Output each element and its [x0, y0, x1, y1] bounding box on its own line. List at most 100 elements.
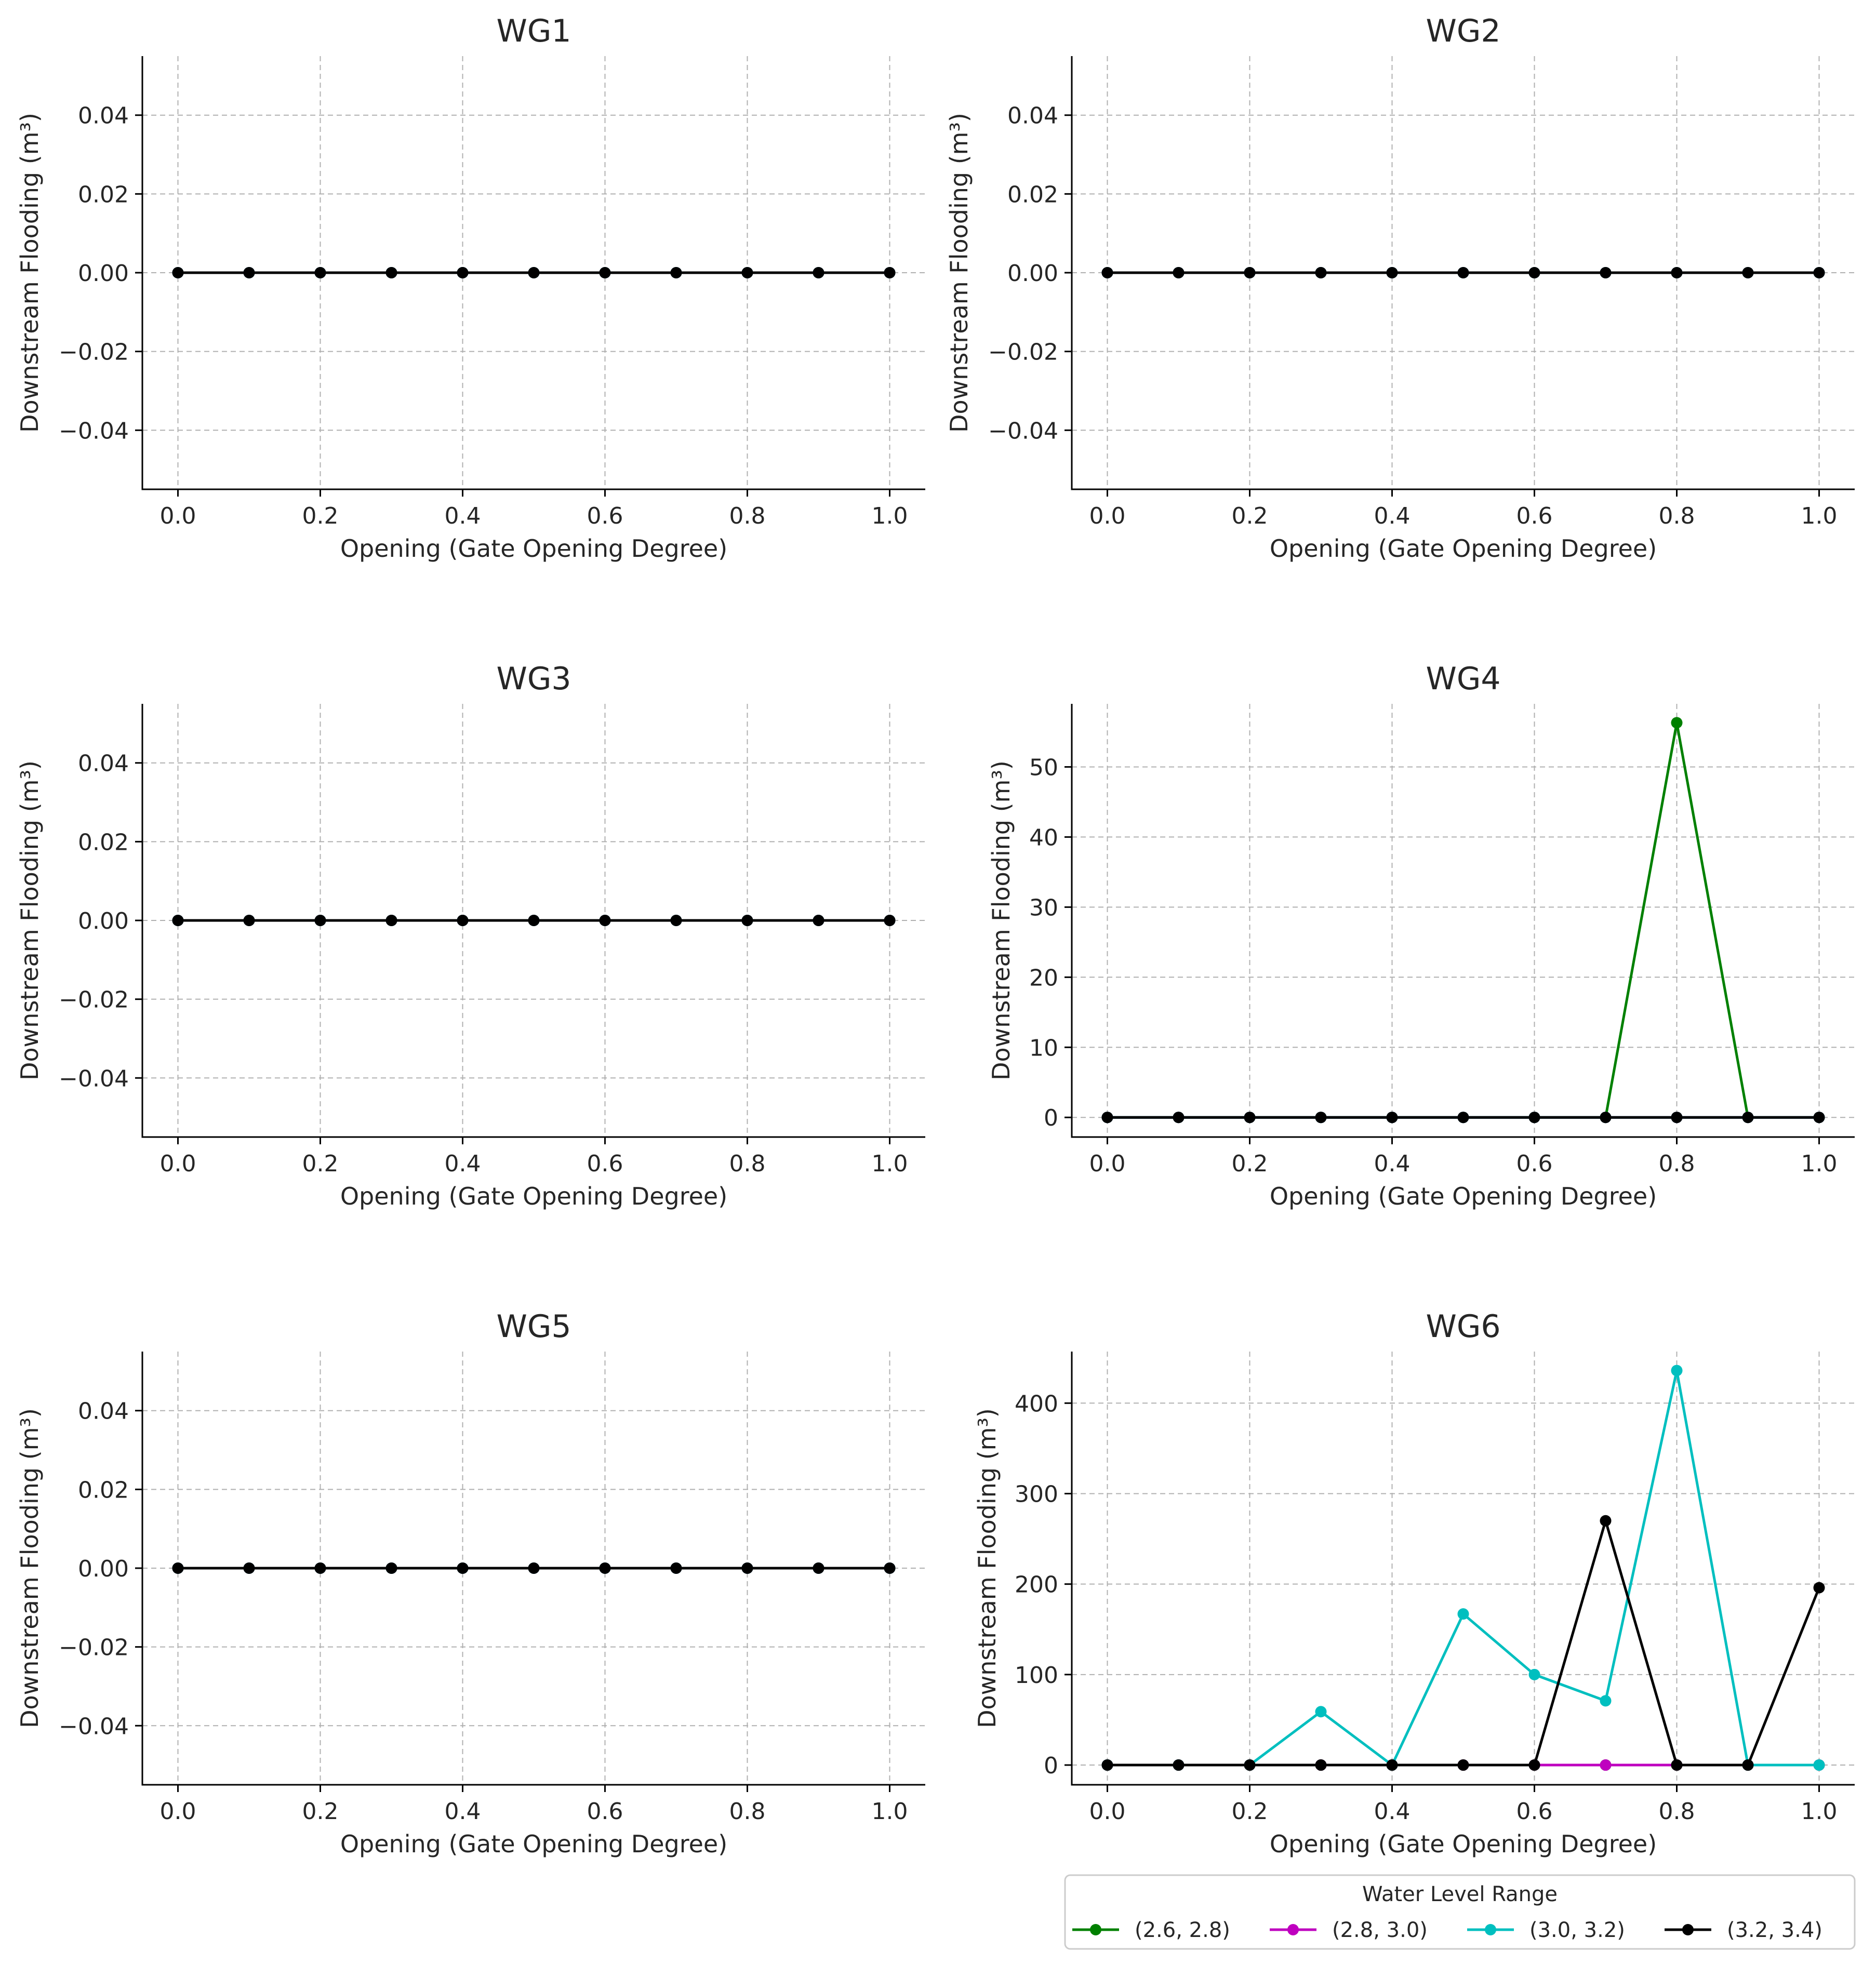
- x-tick-label: 0.0: [160, 1151, 196, 1177]
- y-tick-label: 50: [1029, 754, 1058, 781]
- data-point: [1671, 267, 1683, 278]
- data-point: [314, 915, 326, 926]
- x-tick-label: 0.8: [1659, 1151, 1695, 1177]
- data-point: [1386, 267, 1398, 278]
- data-point: [1671, 1112, 1683, 1124]
- x-tick-label: 1.0: [1801, 1151, 1838, 1177]
- data-point: [457, 267, 469, 278]
- data-point: [1671, 1759, 1683, 1771]
- y-tick-label: 0.00: [1007, 260, 1058, 287]
- x-tick-label: 0.2: [302, 1151, 339, 1177]
- x-tick-label: 0.4: [445, 1151, 481, 1177]
- data-point: [1315, 267, 1327, 278]
- data-point: [1600, 1759, 1612, 1771]
- data-point: [1457, 1759, 1469, 1771]
- data-point: [385, 915, 397, 926]
- y-axis-label: Downstream Flooding (m³): [16, 760, 44, 1080]
- data-point: [1101, 1759, 1113, 1771]
- chart-title: WG6: [1426, 1308, 1501, 1345]
- data-point: [1101, 267, 1113, 278]
- data-point: [385, 1562, 397, 1574]
- series-line: [1107, 1519, 1820, 1767]
- data-point: [813, 915, 824, 926]
- y-tick-label: 40: [1029, 824, 1058, 851]
- data-point: [1600, 267, 1612, 278]
- data-point: [1528, 1668, 1540, 1680]
- y-tick-label: 0.00: [78, 908, 129, 934]
- x-tick-label: 0.6: [1516, 503, 1553, 529]
- data-point: [1600, 1112, 1612, 1124]
- y-axis-label: Downstream Flooding (m³): [16, 113, 44, 433]
- data-point: [1813, 1759, 1825, 1771]
- legend-label: (2.6, 2.8): [1135, 1918, 1230, 1942]
- x-tick-label: 0.2: [1232, 1151, 1268, 1177]
- data-point: [172, 1562, 184, 1574]
- legend-entry: (2.8, 3.0): [1270, 1918, 1428, 1942]
- x-tick-label: 1.0: [872, 503, 908, 529]
- data-point: [1244, 1112, 1256, 1124]
- x-tick-label: 0.6: [1516, 1151, 1553, 1177]
- y-tick-label: 30: [1029, 894, 1058, 921]
- axes-spines: [141, 56, 925, 490]
- series-line: [1107, 1369, 1819, 1767]
- panel-wg2: 0.0 0.2 0.4 0.6 0.8 1.0 −0.04 −0.02 0.00 0.02 0.04…: [945, 13, 1855, 563]
- y-axis-label: Downstream Flooding (m³): [973, 1408, 1001, 1728]
- y-tick-label: 0.00: [78, 1556, 129, 1582]
- data-point: [1244, 1759, 1256, 1771]
- panel-wg1: 0.0 0.2 0.4 0.6 0.8 1.0 −0.04 −0.02 0.00 0.02 0.04…: [16, 13, 925, 563]
- y-tick-label: 0.04: [78, 751, 129, 777]
- legend-title: Water Level Range: [1362, 1882, 1558, 1906]
- y-tick-label: 0.04: [78, 103, 129, 129]
- legend-entry: (2.6, 2.8): [1072, 1918, 1230, 1942]
- data-point: [1315, 1759, 1327, 1771]
- data-point: [172, 915, 184, 926]
- data-point: [1457, 1112, 1469, 1124]
- legend-label: (3.0, 3.2): [1529, 1918, 1625, 1942]
- data-point: [1528, 1112, 1540, 1124]
- data-point: [314, 1562, 326, 1574]
- y-tick-label: 0: [1044, 1105, 1058, 1131]
- chart-title: WG5: [497, 1308, 571, 1345]
- y-tick-label: −0.02: [988, 339, 1058, 366]
- data-point: [528, 915, 540, 926]
- data-point: [1742, 267, 1754, 278]
- x-axis-label: Opening (Gate Opening Degree): [1270, 534, 1657, 563]
- y-tick-label: 0.02: [78, 1477, 129, 1503]
- y-tick-label: −0.04: [59, 1065, 129, 1092]
- x-tick-label: 1.0: [872, 1151, 908, 1177]
- y-tick-label: 100: [1015, 1662, 1058, 1689]
- x-tick-label: 0.0: [1089, 1151, 1126, 1177]
- axes-spines: [1071, 56, 1855, 490]
- data-point: [1173, 1112, 1185, 1124]
- panel-wg4: 0.0 0.2 0.4 0.6 0.8 1.0 0 10 20 30 40 50 WG4 Opening …: [987, 661, 1855, 1210]
- y-tick-label: 400: [1015, 1391, 1058, 1417]
- series-0: [1101, 717, 1825, 1124]
- data-point: [1315, 1706, 1327, 1718]
- data-point: [741, 915, 753, 926]
- data-point: [1457, 267, 1469, 278]
- data-point: [314, 267, 326, 278]
- y-tick-label: 0.02: [78, 829, 129, 856]
- series-3: [1101, 1515, 1825, 1771]
- data-point: [243, 267, 255, 278]
- axes-spines: [1071, 1352, 1855, 1786]
- series-3: [172, 1562, 896, 1574]
- data-point: [1671, 1365, 1683, 1376]
- series-3: [1101, 267, 1825, 278]
- x-tick-label: 0.8: [729, 1798, 766, 1825]
- legend-marker: [1485, 1924, 1496, 1935]
- x-tick-label: 1.0: [1801, 503, 1838, 529]
- x-tick-label: 0.0: [160, 503, 196, 529]
- axes-spines: [141, 1352, 925, 1786]
- x-tick-label: 0.6: [587, 1151, 623, 1177]
- chart-title: WG3: [497, 661, 571, 697]
- legend-label: (2.8, 3.0): [1332, 1918, 1428, 1942]
- series-3: [1101, 1112, 1825, 1124]
- data-point: [243, 1562, 255, 1574]
- x-tick-label: 0.0: [1089, 503, 1126, 529]
- y-tick-label: −0.04: [59, 418, 129, 444]
- data-point: [1101, 1112, 1113, 1124]
- y-tick-label: −0.04: [988, 418, 1058, 444]
- y-axis-label: Downstream Flooding (m³): [16, 1408, 44, 1728]
- data-point: [813, 267, 824, 278]
